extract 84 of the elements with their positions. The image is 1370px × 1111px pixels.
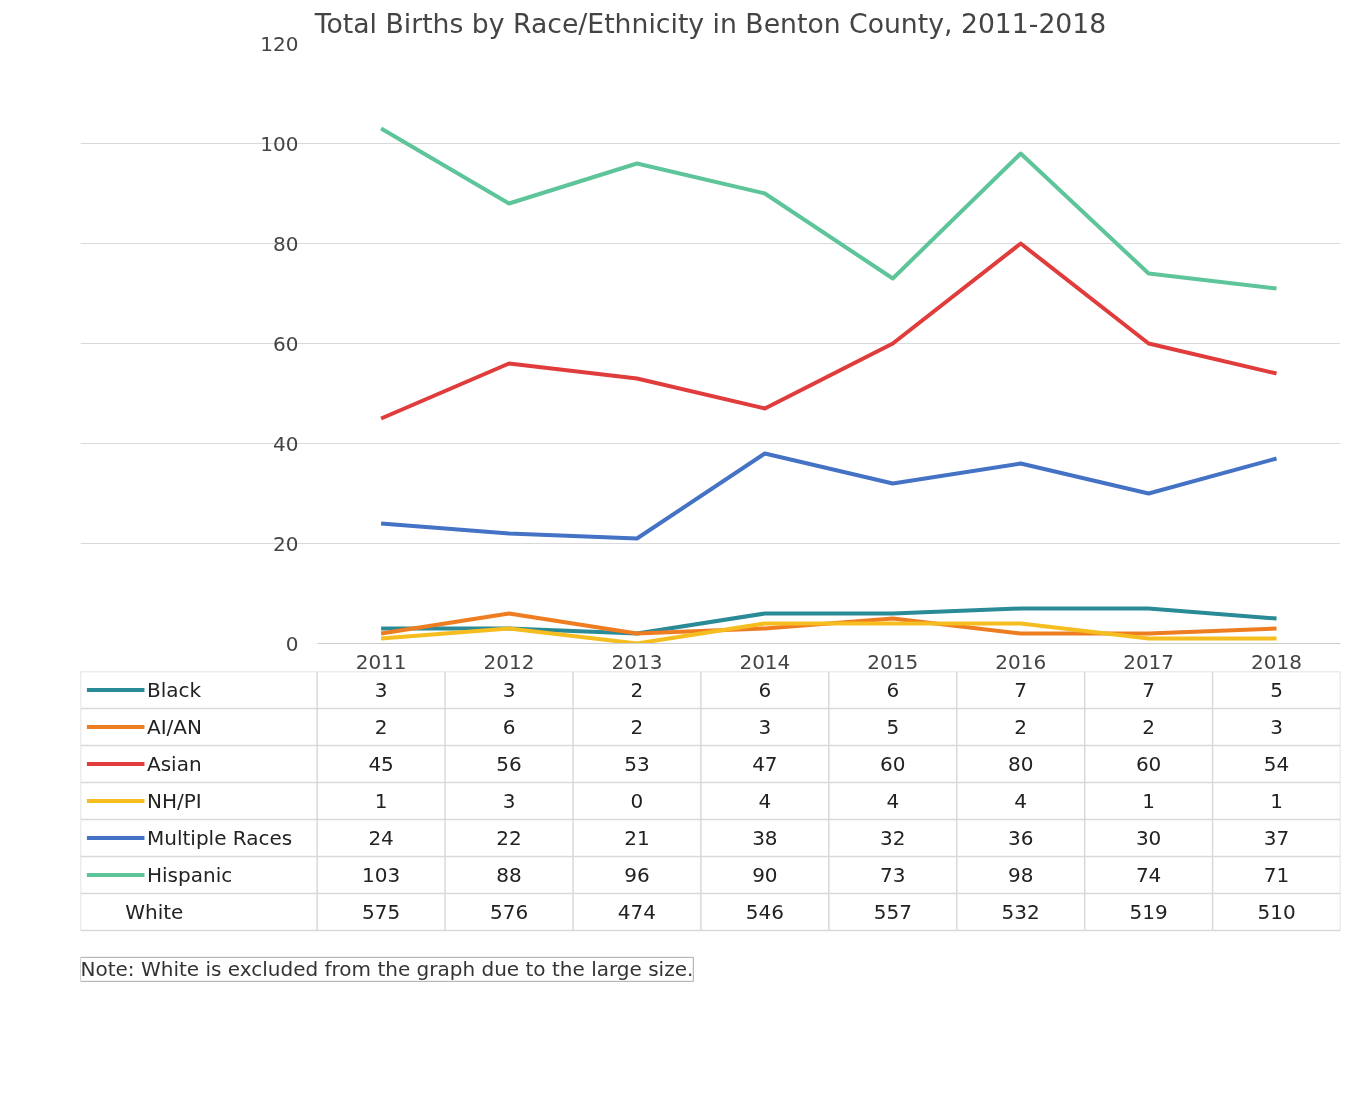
- line-series: [379, 126, 1279, 291]
- x-tick-label: 2018: [1251, 649, 1302, 674]
- data-label: 21: [624, 826, 650, 850]
- data-label: 36: [1007, 826, 1034, 850]
- x-tick-label: 2012: [483, 649, 535, 674]
- data-label: 53: [624, 752, 650, 776]
- data-label: 54: [1263, 752, 1290, 776]
- x-tick-label: 2017: [1123, 649, 1175, 674]
- data-label: 5: [1270, 678, 1283, 702]
- y-tick-label: 100: [260, 131, 299, 156]
- legend-label: Hispanic: [147, 863, 233, 887]
- text: 576: [489, 900, 529, 924]
- data-label: 90: [752, 863, 778, 887]
- data-label: 1: [1270, 789, 1283, 813]
- data-label: 74: [1135, 863, 1162, 887]
- data-label: 24: [368, 826, 394, 850]
- x-tick-label: 2014: [739, 649, 791, 674]
- data-label: 3: [758, 715, 772, 739]
- text: 510: [1257, 900, 1296, 924]
- data-label: 6: [758, 678, 772, 702]
- text: Note: White is excluded from the graph due to the large size.: [80, 957, 694, 982]
- data-label: 7: [1142, 678, 1155, 702]
- text: 532: [1001, 900, 1040, 924]
- data-label: 32: [880, 826, 906, 850]
- data-label: 4: [886, 789, 900, 813]
- legend-label: Black: [147, 678, 202, 702]
- data-label: 1: [374, 789, 388, 813]
- data-label: 3: [502, 789, 516, 813]
- data-label: 103: [362, 863, 401, 887]
- data-label: 45: [368, 752, 394, 776]
- y-tick-label: 20: [273, 531, 299, 556]
- data-label: 6: [886, 678, 900, 702]
- data-label: 2: [1014, 715, 1028, 739]
- x-tick-label: 2016: [995, 649, 1047, 674]
- line-series: [379, 451, 1279, 541]
- data-label: 2: [1142, 715, 1155, 739]
- data-label: 3: [502, 678, 516, 702]
- text: 519: [1129, 900, 1168, 924]
- legend-label: NH/PI: [147, 789, 202, 813]
- y-tick-label: 120: [260, 31, 299, 56]
- data-label: 60: [1135, 752, 1162, 776]
- text: 575: [362, 900, 401, 924]
- data-label: 2: [630, 715, 644, 739]
- data-label: 1: [1142, 789, 1155, 813]
- data-label: 30: [1135, 826, 1162, 850]
- line-series: [379, 621, 1279, 644]
- x-tick-label: 2011: [355, 649, 407, 674]
- data-label: 71: [1263, 863, 1290, 887]
- data-label: 7: [1014, 678, 1028, 702]
- data-label: 88: [496, 863, 522, 887]
- y-tick-label: 60: [273, 331, 299, 356]
- text: 557: [873, 900, 912, 924]
- data-label: 6: [502, 715, 516, 739]
- data-label: 4: [1014, 789, 1028, 813]
- legend-label: Multiple Races: [147, 826, 293, 850]
- data-label: 22: [496, 826, 522, 850]
- x-tick-label: 2013: [611, 649, 663, 674]
- y-tick-label: 40: [273, 431, 299, 456]
- chart-title: Total Births by Race/Ethnicity in Benton County, 2011-2018: [313, 7, 1107, 39]
- data-label: 96: [624, 863, 650, 887]
- text: 546: [745, 900, 784, 924]
- data-label: 3: [1270, 715, 1283, 739]
- data-label: 4: [758, 789, 772, 813]
- data-label: 47: [752, 752, 778, 776]
- data-label: 5: [886, 715, 900, 739]
- legend-label: Asian: [147, 752, 202, 776]
- data-label: 2: [374, 715, 388, 739]
- y-tick-label: 80: [273, 231, 299, 256]
- line-series: [379, 241, 1279, 421]
- data-label: 98: [1007, 863, 1034, 887]
- text: 474: [617, 900, 657, 924]
- y-tick-label: 0: [285, 631, 299, 656]
- text: White: [125, 900, 184, 924]
- legend-label: AI/AN: [147, 715, 202, 739]
- data-label: 2: [630, 678, 644, 702]
- data-label: 37: [1263, 826, 1290, 850]
- data-label: 80: [1007, 752, 1034, 776]
- data-label: 3: [374, 678, 388, 702]
- x-tick-label: 2015: [867, 649, 919, 674]
- data-label: 56: [496, 752, 522, 776]
- data-label: 60: [880, 752, 906, 776]
- data-label: 38: [752, 826, 778, 850]
- data-label: 73: [880, 863, 906, 887]
- data-label: 0: [630, 789, 644, 813]
